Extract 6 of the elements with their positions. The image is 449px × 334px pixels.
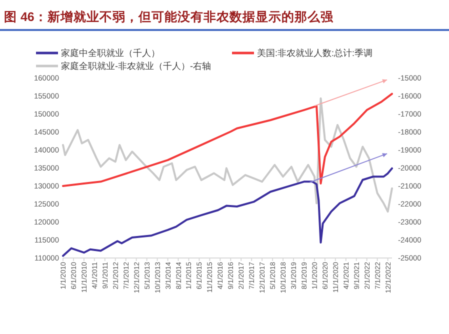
legend-label: 家庭中全职就业（千人） — [61, 48, 160, 58]
legend-label: 美国:非农就业人数:总计:季调 — [257, 48, 373, 58]
chart-title: 图 46：新增就业不弱，但可能没有非农数据显示的那么强 — [4, 9, 334, 24]
line-series — [62, 97, 393, 213]
line-series — [62, 92, 393, 187]
legend-label: 家庭全职就业-非农就业（千人）-右轴 — [61, 61, 211, 71]
